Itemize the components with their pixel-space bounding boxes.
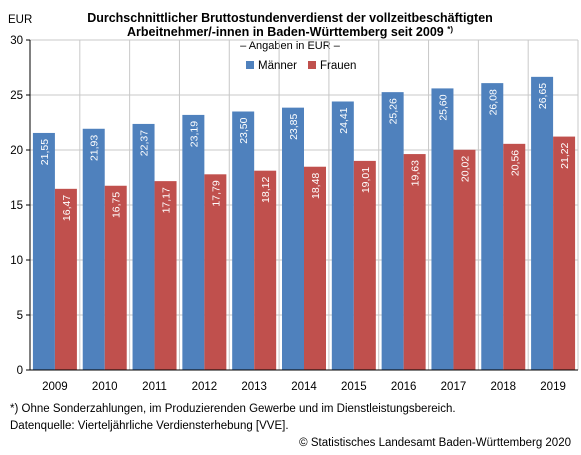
data-label-frauen-2019: 21,22	[559, 142, 571, 168]
chart-title-line-1: Durchschnittlicher Bruttostundenverdiens…	[87, 11, 493, 25]
y-tick-label: 0	[17, 365, 23, 377]
bar-maenner-2014	[282, 107, 304, 371]
data-label-maenner-2010: 21,93	[89, 135, 101, 161]
legend: Männer Frauen	[246, 60, 356, 72]
data-label-frauen-2009: 16,47	[61, 195, 73, 221]
data-label-frauen-2010: 16,75	[111, 192, 123, 218]
x-tick-label: 2014	[291, 381, 317, 393]
y-axis-unit-label: EUR	[8, 14, 32, 26]
bar-frauen-2012	[204, 174, 227, 370]
x-tick-label: 2017	[441, 381, 467, 393]
y-tick-label: 5	[17, 310, 23, 322]
bar-frauen-2015	[353, 160, 376, 370]
x-tick-label: 2011	[142, 381, 167, 393]
bar-frauen-2019	[553, 136, 576, 370]
data-label-frauen-2016: 19,63	[410, 160, 422, 186]
y-tick-label: 20	[10, 145, 23, 157]
y-tick-label: 25	[10, 90, 23, 102]
data-label-maenner-2016: 25,26	[388, 98, 400, 124]
x-tick-label: 2010	[92, 381, 118, 393]
bar-maenner-2018	[481, 83, 504, 371]
legend-swatch-maenner	[246, 61, 254, 69]
data-label-maenner-2015: 24,41	[338, 107, 350, 133]
bar-frauen-2016	[403, 154, 426, 370]
data-label-maenner-2013: 23,50	[238, 117, 250, 143]
data-label-maenner-2012: 23,19	[188, 121, 200, 147]
bar-frauen-2009	[54, 188, 77, 370]
data-label-frauen-2014: 18,48	[310, 173, 322, 199]
data-label-frauen-2017: 20,02	[459, 156, 471, 182]
y-tick-label: 10	[10, 255, 23, 267]
bar-frauen-2014	[304, 166, 326, 370]
x-tick-label: 2009	[42, 381, 68, 393]
bar-maenner-2011	[132, 123, 155, 371]
y-tick-label: 30	[10, 35, 23, 47]
data-label-maenner-2011: 22,37	[139, 130, 151, 156]
x-tick-label: 2016	[391, 381, 417, 393]
legend-label-frauen: Frauen	[320, 60, 356, 72]
x-tick-label: 2013	[241, 381, 267, 393]
title-footnote-mark: *)	[447, 25, 453, 34]
x-tick-label: 2019	[540, 381, 566, 393]
bar-maenner-2009	[32, 132, 55, 370]
chart-title-line-2: Arbeitnehmer/-innen in Baden-Württemberg…	[127, 25, 453, 39]
data-label-maenner-2009: 21,55	[39, 139, 51, 165]
data-label-maenner-2018: 26,08	[487, 89, 499, 115]
y-tick-label: 15	[10, 200, 23, 212]
x-tick-label: 2018	[490, 381, 516, 393]
bar-frauen-2011	[154, 181, 177, 370]
bar-maenner-2019	[531, 76, 554, 370]
axes: 0 5 10 15 20 25 30 2009 2010 2011 2012 2013 2014 2015…	[10, 35, 578, 393]
bar-series: 21,55 16,47 21,93 16,75 22,37 17,17 23,19 17,79…	[32, 76, 576, 371]
x-tick-label: 2012	[192, 381, 218, 393]
x-tick-label: 2015	[341, 381, 367, 393]
data-label-frauen-2015: 19,01	[360, 167, 372, 193]
bar-maenner-2010	[82, 128, 105, 370]
bar-maenner-2013	[232, 111, 255, 370]
data-source: Datenquelle: Vierteljährliche Verdienste…	[10, 420, 289, 432]
footnote: *) Ohne Sonderzahlungen, im Produzierend…	[10, 403, 456, 415]
data-label-frauen-2018: 20,56	[509, 150, 521, 176]
bar-maenner-2016	[381, 92, 404, 370]
bar-maenner-2015	[331, 101, 354, 371]
bar-frauen-2018	[503, 143, 526, 370]
data-label-frauen-2011: 17,17	[161, 187, 173, 213]
legend-swatch-frauen	[308, 61, 316, 69]
bar-maenner-2017	[431, 88, 454, 371]
data-label-maenner-2014: 23,85	[288, 113, 300, 139]
data-label-frauen-2012: 17,79	[210, 180, 222, 206]
copyright: © Statistisches Landesamt Baden-Württemb…	[299, 437, 571, 449]
bar-frauen-2017	[453, 149, 476, 370]
chart-title-line-2-text: Arbeitnehmer/-innen in Baden-Württemberg…	[127, 25, 444, 39]
data-label-maenner-2017: 25,60	[437, 94, 449, 120]
bar-maenner-2012	[182, 114, 205, 370]
bar-frauen-2013	[254, 170, 277, 370]
data-label-frauen-2013: 18,12	[260, 177, 272, 203]
bar-frauen-2010	[104, 185, 127, 370]
legend-label-maenner: Männer	[258, 60, 297, 72]
data-label-maenner-2019: 26,65	[537, 83, 549, 109]
chart-subtitle: – Angaben in EUR –	[240, 40, 341, 52]
